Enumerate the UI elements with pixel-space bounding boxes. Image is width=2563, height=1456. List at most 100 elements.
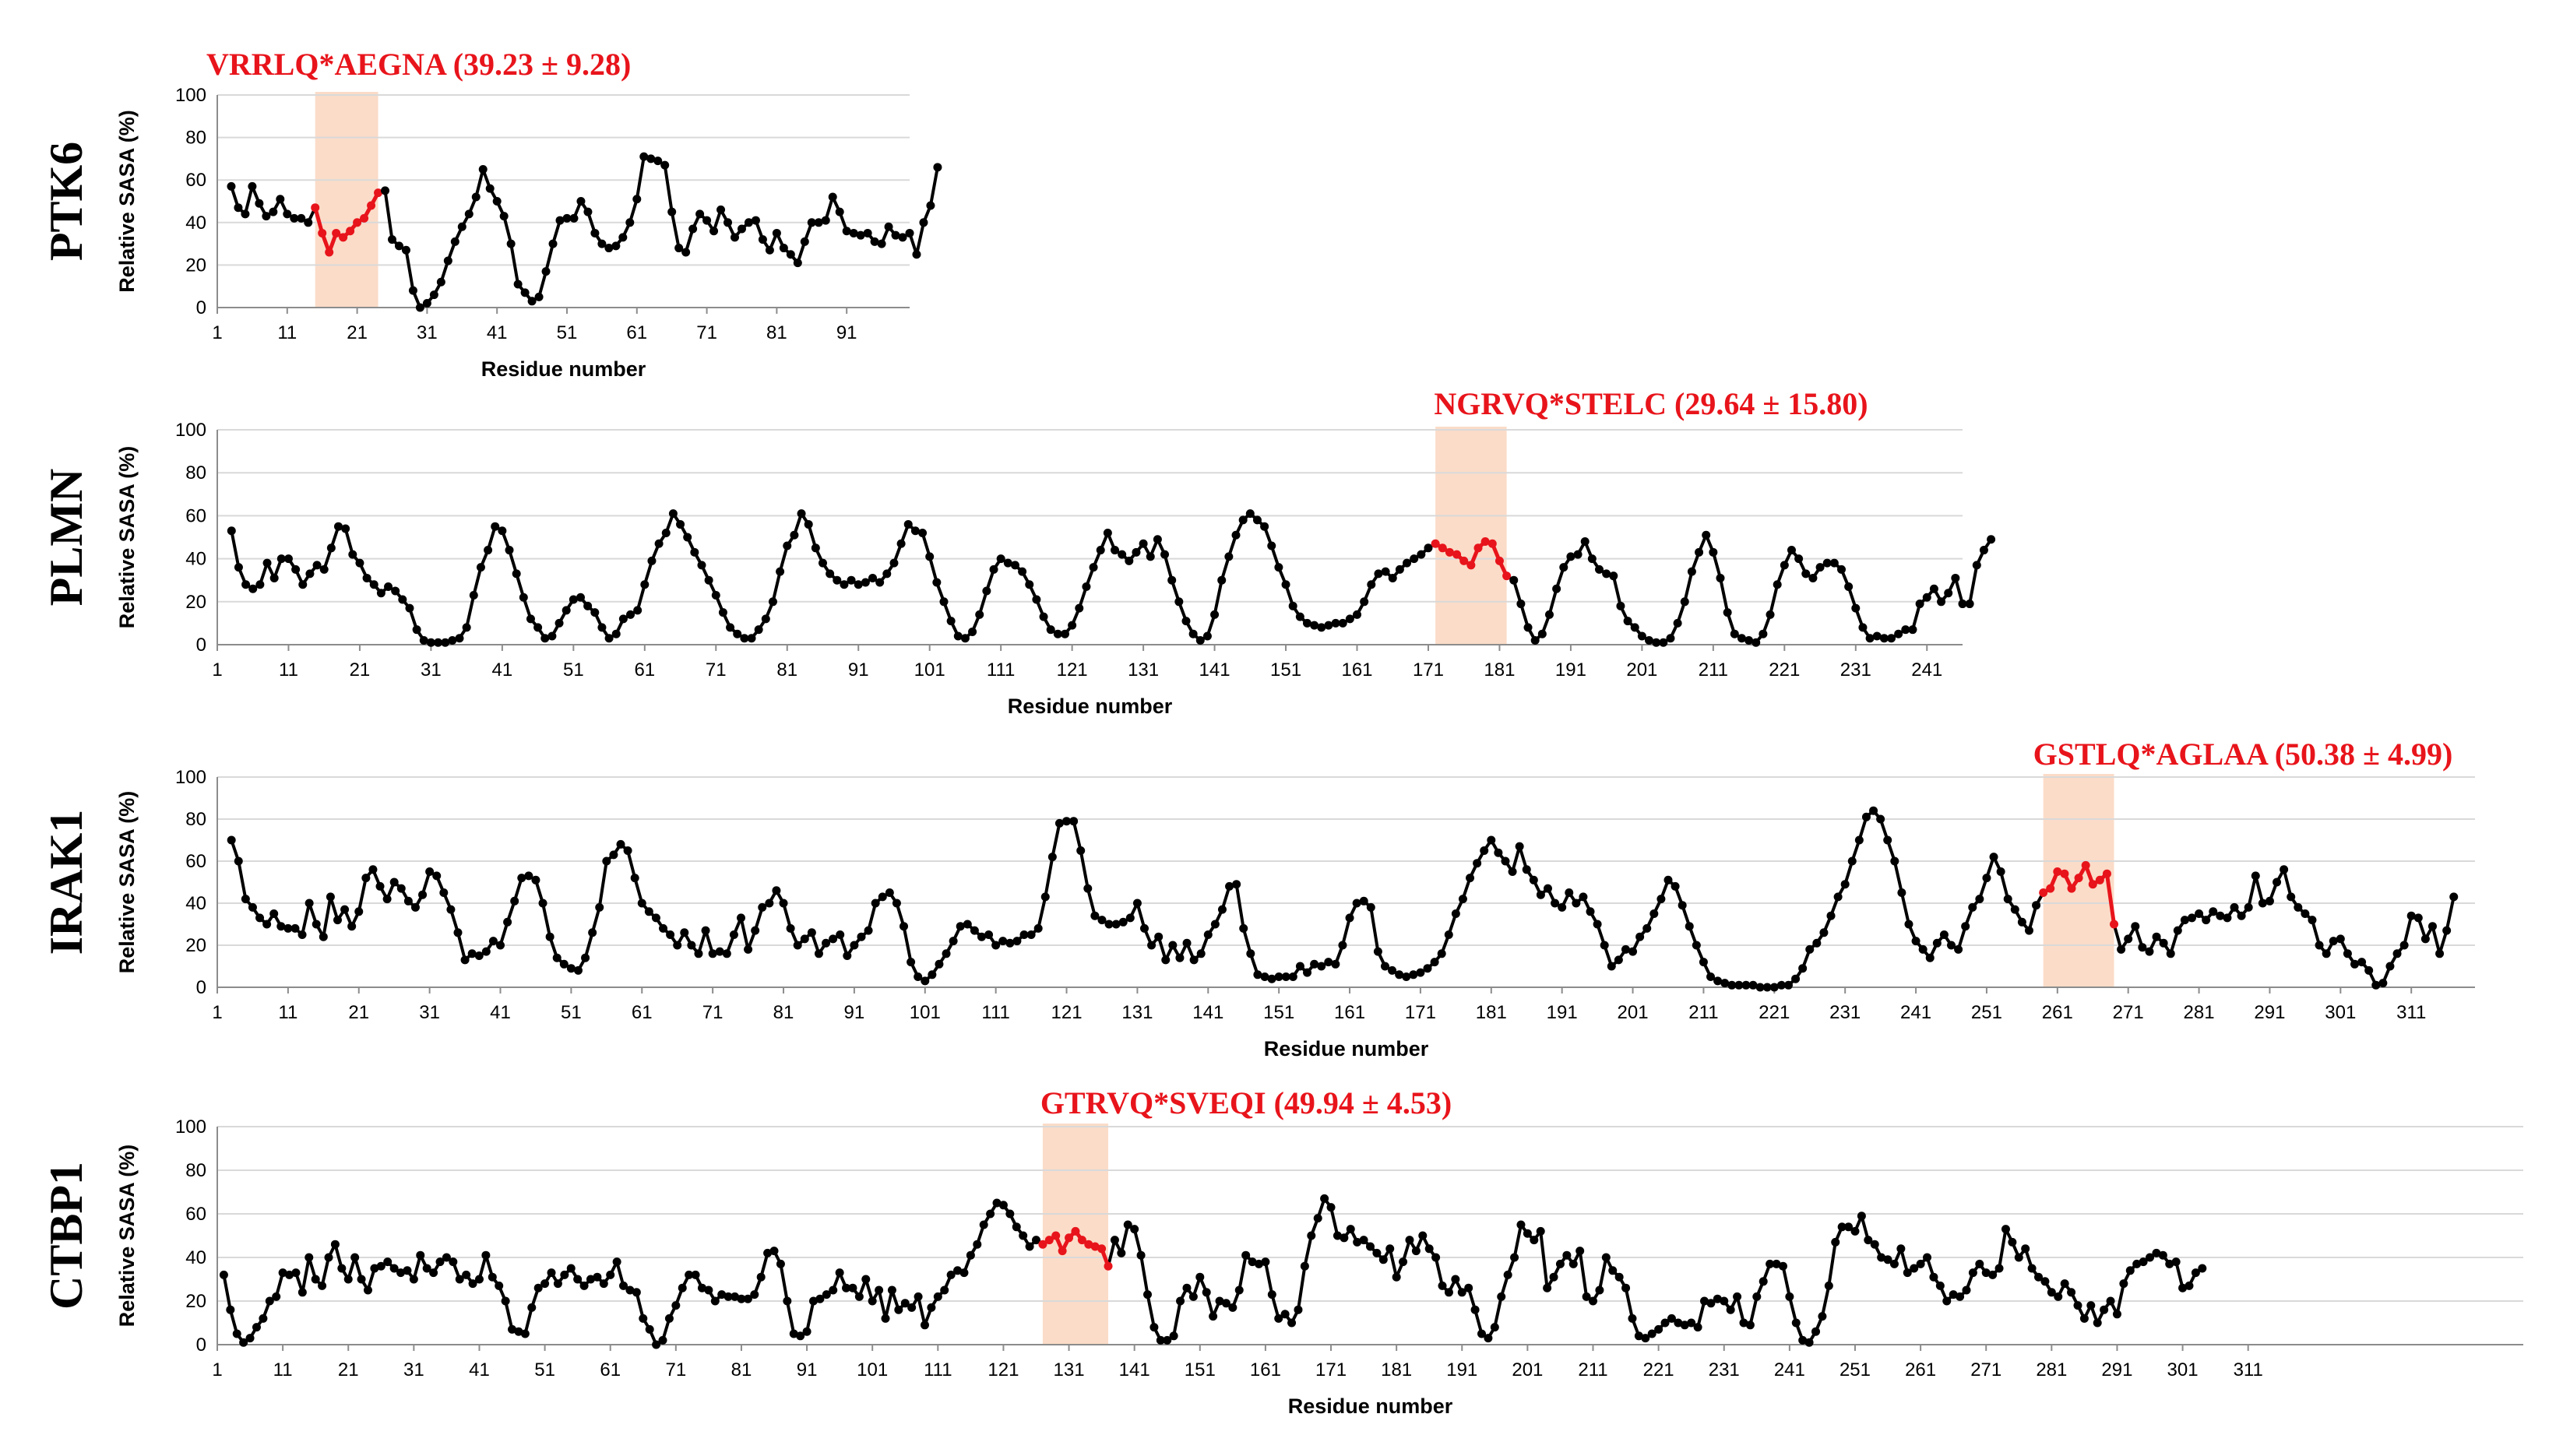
data-point	[326, 543, 336, 553]
x-tick-label: 251	[1971, 1002, 2002, 1023]
data-point	[1515, 842, 1524, 851]
data-point	[2124, 934, 2133, 944]
data-point	[519, 593, 528, 602]
data-point	[637, 899, 646, 908]
data-point	[1039, 612, 1048, 621]
data-point	[710, 1296, 720, 1306]
data-point	[1883, 835, 1892, 845]
data-point	[685, 1270, 694, 1279]
data-point	[1908, 625, 1917, 635]
data-point	[2294, 902, 2303, 912]
data-point	[1744, 635, 1754, 645]
data-point	[2171, 1257, 2181, 1267]
data-point	[1656, 895, 1666, 904]
y-tick-label: 80	[185, 1160, 206, 1181]
data-point	[554, 618, 564, 628]
data-point	[1096, 546, 1105, 555]
data-point	[740, 634, 749, 643]
highlight-point	[1084, 1240, 1093, 1249]
data-point	[1416, 968, 1425, 977]
x-tick-label: 111	[924, 1359, 952, 1380]
data-point	[1388, 965, 1397, 975]
data-point	[875, 1285, 884, 1295]
data-point	[1324, 621, 1333, 630]
data-point	[1637, 631, 1646, 641]
data-point	[1431, 1253, 1441, 1262]
data-point	[460, 955, 470, 965]
data-point	[453, 928, 463, 937]
data-point	[2180, 916, 2189, 925]
data-point	[772, 228, 781, 237]
data-point	[419, 635, 428, 645]
x-tick-label: 51	[557, 322, 578, 343]
data-point	[533, 623, 543, 632]
x-tick-label: 111	[987, 659, 1015, 681]
highlight-point	[2039, 888, 2048, 897]
data-point	[826, 569, 835, 579]
data-point	[1490, 1323, 1499, 1332]
data-point	[1883, 1255, 1892, 1264]
data-point	[933, 163, 942, 172]
data-point	[2067, 1288, 2076, 1297]
data-point	[298, 580, 308, 589]
data-point	[671, 1301, 681, 1310]
data-point	[1025, 1242, 1034, 1251]
data-point	[1687, 1318, 1696, 1328]
x-tick-label: 61	[632, 1002, 653, 1023]
data-point	[1060, 629, 1069, 638]
data-point	[1680, 1321, 1689, 1330]
data-point	[599, 1279, 608, 1289]
data-point	[319, 564, 329, 574]
data-point	[1313, 1214, 1322, 1223]
data-point	[495, 1281, 504, 1290]
data-point	[733, 629, 742, 638]
data-point	[2406, 911, 2416, 920]
data-point	[925, 552, 935, 561]
data-point	[1575, 1247, 1585, 1256]
y-tick-label: 60	[185, 1204, 206, 1225]
data-point	[384, 582, 393, 591]
data-point	[1987, 535, 1996, 544]
data-point	[716, 205, 726, 214]
data-point	[1385, 1244, 1395, 1254]
data-point	[835, 1268, 844, 1278]
x-tick-label: 281	[2036, 1359, 2067, 1380]
data-point	[468, 1279, 477, 1289]
data-point	[1858, 623, 1868, 632]
data-point	[623, 846, 632, 855]
data-point	[796, 1331, 805, 1341]
data-point	[921, 976, 930, 986]
data-point	[1359, 896, 1368, 906]
data-point	[1181, 617, 1191, 626]
data-point	[347, 922, 357, 931]
data-point	[1911, 937, 1920, 946]
data-point	[269, 909, 279, 918]
highlight-point	[1058, 1247, 1067, 1256]
data-point	[1755, 983, 1765, 992]
data-point	[731, 233, 740, 242]
x-tick-label: 151	[1270, 659, 1301, 681]
data-point	[1132, 899, 1142, 908]
data-point	[1671, 881, 1680, 891]
data-point	[2119, 1279, 2128, 1289]
x-tick-label: 61	[626, 322, 647, 343]
data-point	[1566, 552, 1575, 561]
data-point	[919, 218, 928, 227]
data-point	[743, 1294, 752, 1303]
data-point	[849, 228, 858, 237]
data-point	[319, 932, 328, 941]
data-point	[1706, 1299, 1716, 1308]
data-point	[1274, 972, 1283, 981]
x-tick-label: 201	[1626, 659, 1657, 681]
data-point	[505, 546, 514, 555]
x-tick-label: 1	[212, 322, 222, 343]
highlight-point	[360, 213, 369, 223]
data-point	[1607, 962, 1616, 971]
data-point	[1726, 1305, 1735, 1314]
data-point	[668, 509, 678, 519]
data-point	[245, 1334, 255, 1343]
data-point	[717, 1290, 727, 1299]
data-point	[1232, 880, 1241, 889]
x-tick-label: 291	[2101, 1359, 2132, 1380]
x-axis-title: Residue number	[1288, 1394, 1453, 1418]
